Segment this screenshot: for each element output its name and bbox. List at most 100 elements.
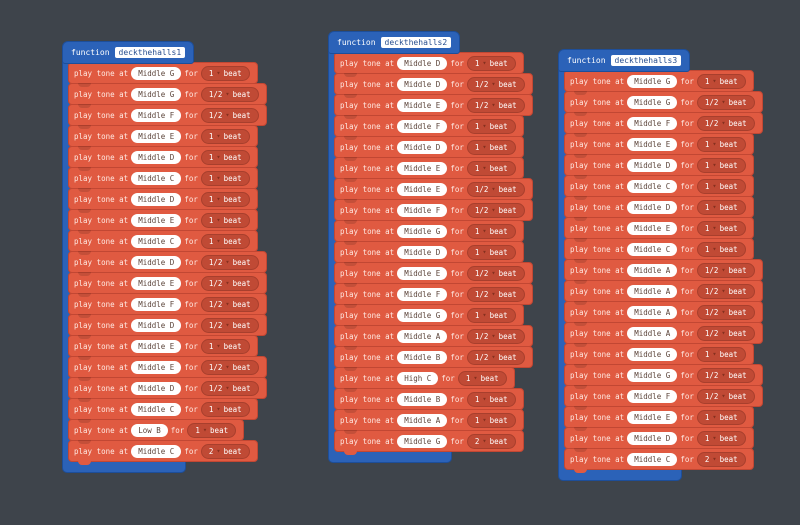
note-dropdown[interactable]: Middle E: [131, 213, 182, 227]
beat-dropdown[interactable]: 1/2 ▾ beat: [200, 275, 259, 291]
note-dropdown[interactable]: Middle C: [131, 171, 182, 185]
beat-dropdown[interactable]: 1 ▾ beat: [696, 409, 746, 425]
play-tone-block[interactable]: play tone at Middle A for 1/2 ▾ beat: [564, 280, 763, 302]
beat-dropdown[interactable]: 1 ▾ beat: [466, 391, 516, 407]
play-tone-block[interactable]: play tone at Middle D for 1/2 ▾ beat: [68, 377, 267, 399]
play-tone-block[interactable]: play tone at Middle E for 1/2 ▾ beat: [334, 178, 533, 200]
beat-dropdown[interactable]: 1 ▾ beat: [696, 157, 746, 173]
function-hat[interactable]: function deckthehalls2: [328, 31, 461, 54]
beat-dropdown[interactable]: 1 ▾ beat: [466, 244, 516, 260]
play-tone-block[interactable]: play tone at High C for 1 ▾ beat: [334, 367, 515, 389]
note-dropdown[interactable]: Middle G: [131, 87, 182, 101]
note-dropdown[interactable]: Middle D: [627, 158, 678, 172]
play-tone-block[interactable]: play tone at Middle E for 1 ▾ beat: [68, 209, 258, 231]
play-tone-block[interactable]: play tone at Middle F for 1/2 ▾ beat: [68, 293, 267, 315]
beat-dropdown[interactable]: 1 ▾ beat: [200, 170, 250, 186]
note-dropdown[interactable]: Middle D: [397, 245, 448, 259]
note-dropdown[interactable]: Middle E: [397, 266, 448, 280]
note-dropdown[interactable]: Middle C: [627, 179, 678, 193]
play-tone-block[interactable]: play tone at Middle G for 1 ▾ beat: [334, 220, 524, 242]
play-tone-block[interactable]: play tone at Middle A for 1/2 ▾ beat: [564, 322, 763, 344]
beat-dropdown[interactable]: 1 ▾ beat: [466, 139, 516, 155]
play-tone-block[interactable]: play tone at Middle G for 1 ▾ beat: [68, 62, 258, 84]
play-tone-block[interactable]: play tone at Middle F for 1/2 ▾ beat: [334, 283, 533, 305]
beat-dropdown[interactable]: 1/2 ▾ beat: [466, 286, 525, 302]
beat-dropdown[interactable]: 1 ▾ beat: [200, 233, 250, 249]
play-tone-block[interactable]: play tone at Middle G for 1/2 ▾ beat: [564, 364, 763, 386]
note-dropdown[interactable]: Middle D: [131, 255, 182, 269]
play-tone-block[interactable]: play tone at Middle A for 1/2 ▾ beat: [564, 259, 763, 281]
note-dropdown[interactable]: Middle D: [397, 77, 448, 91]
beat-dropdown[interactable]: 1/2 ▾ beat: [466, 265, 525, 281]
play-tone-block[interactable]: play tone at Middle C for 1 ▾ beat: [68, 167, 258, 189]
beat-dropdown[interactable]: 1/2 ▾ beat: [696, 325, 755, 341]
play-tone-block[interactable]: play tone at Middle A for 1 ▾ beat: [334, 409, 524, 431]
function-name-field[interactable]: deckthehalls1: [114, 47, 186, 58]
beat-dropdown[interactable]: 1/2 ▾ beat: [200, 317, 259, 333]
function-hat[interactable]: function deckthehalls1: [62, 41, 195, 64]
play-tone-block[interactable]: play tone at Middle E for 1 ▾ beat: [564, 217, 754, 239]
note-dropdown[interactable]: Middle F: [131, 297, 182, 311]
function-definition-block[interactable]: function deckthehalls1 play tone at Midd…: [62, 40, 267, 473]
play-tone-block[interactable]: play tone at Middle E for 1 ▾ beat: [334, 157, 524, 179]
beat-dropdown[interactable]: 1/2 ▾ beat: [200, 86, 259, 102]
beat-dropdown[interactable]: 1 ▾ beat: [466, 55, 516, 71]
play-tone-block[interactable]: play tone at Middle F for 1/2 ▾ beat: [68, 104, 267, 126]
beat-dropdown[interactable]: 1/2 ▾ beat: [466, 349, 525, 365]
note-dropdown[interactable]: Middle A: [627, 284, 678, 298]
note-dropdown[interactable]: Middle G: [397, 224, 448, 238]
play-tone-block[interactable]: play tone at Middle D for 1 ▾ beat: [564, 427, 754, 449]
note-dropdown[interactable]: Middle C: [131, 234, 182, 248]
play-tone-block[interactable]: play tone at Middle F for 1/2 ▾ beat: [564, 112, 763, 134]
note-dropdown[interactable]: Middle G: [627, 347, 678, 361]
beat-dropdown[interactable]: 1/2 ▾ beat: [696, 262, 755, 278]
beat-dropdown[interactable]: 1 ▾ beat: [200, 128, 250, 144]
note-dropdown[interactable]: Middle D: [131, 381, 182, 395]
play-tone-block[interactable]: play tone at Middle B for 1 ▾ beat: [334, 388, 524, 410]
note-dropdown[interactable]: Middle E: [627, 221, 678, 235]
note-dropdown[interactable]: Middle D: [627, 200, 678, 214]
play-tone-block[interactable]: play tone at Middle G for 1 ▾ beat: [564, 343, 754, 365]
note-dropdown[interactable]: Middle B: [397, 350, 448, 364]
beat-dropdown[interactable]: 1 ▾ beat: [696, 346, 746, 362]
play-tone-block[interactable]: play tone at Middle D for 1 ▾ beat: [334, 241, 524, 263]
note-dropdown[interactable]: Middle G: [397, 308, 448, 322]
note-dropdown[interactable]: Middle E: [131, 129, 182, 143]
beat-dropdown[interactable]: 1 ▾ beat: [696, 178, 746, 194]
note-dropdown[interactable]: Middle C: [131, 402, 182, 416]
play-tone-block[interactable]: play tone at Middle B for 1/2 ▾ beat: [334, 346, 533, 368]
note-dropdown[interactable]: Middle F: [397, 287, 448, 301]
play-tone-block[interactable]: play tone at Middle D for 1/2 ▾ beat: [334, 73, 533, 95]
play-tone-block[interactable]: play tone at Middle G for 1/2 ▾ beat: [564, 91, 763, 113]
beat-dropdown[interactable]: 2 ▾ beat: [696, 451, 746, 467]
beat-dropdown[interactable]: 1 ▾ beat: [200, 65, 250, 81]
note-dropdown[interactable]: Middle A: [627, 305, 678, 319]
play-tone-block[interactable]: play tone at Middle D for 1 ▾ beat: [334, 52, 524, 74]
note-dropdown[interactable]: Middle G: [627, 95, 678, 109]
beat-dropdown[interactable]: 1/2 ▾ beat: [696, 115, 755, 131]
play-tone-block[interactable]: play tone at Middle G for 1 ▾ beat: [334, 304, 524, 326]
note-dropdown[interactable]: Middle D: [131, 150, 182, 164]
function-name-field[interactable]: deckthehalls3: [610, 55, 682, 66]
note-dropdown[interactable]: Middle F: [627, 116, 678, 130]
note-dropdown[interactable]: Middle D: [397, 56, 448, 70]
beat-dropdown[interactable]: 2 ▾ beat: [466, 433, 516, 449]
note-dropdown[interactable]: Middle G: [131, 66, 182, 80]
beat-dropdown[interactable]: 1 ▾ beat: [200, 401, 250, 417]
note-dropdown[interactable]: Middle E: [131, 339, 182, 353]
beat-dropdown[interactable]: 1/2 ▾ beat: [466, 202, 525, 218]
play-tone-block[interactable]: play tone at Middle C for 1 ▾ beat: [68, 398, 258, 420]
beat-dropdown[interactable]: 1 ▾ beat: [466, 412, 516, 428]
note-dropdown[interactable]: Middle F: [397, 203, 448, 217]
function-name-field[interactable]: deckthehalls2: [380, 37, 452, 48]
play-tone-block[interactable]: play tone at Middle D for 1 ▾ beat: [564, 196, 754, 218]
beat-dropdown[interactable]: 1/2 ▾ beat: [200, 107, 259, 123]
note-dropdown[interactable]: Middle D: [397, 140, 448, 154]
play-tone-block[interactable]: play tone at Middle E for 1 ▾ beat: [564, 133, 754, 155]
play-tone-block[interactable]: play tone at Middle D for 1 ▾ beat: [68, 146, 258, 168]
note-dropdown[interactable]: Middle D: [131, 192, 182, 206]
note-dropdown[interactable]: Middle E: [627, 137, 678, 151]
play-tone-block[interactable]: play tone at Middle C for 1 ▾ beat: [564, 175, 754, 197]
beat-dropdown[interactable]: 2 ▾ beat: [200, 443, 250, 459]
beat-dropdown[interactable]: 1 ▾ beat: [200, 149, 250, 165]
